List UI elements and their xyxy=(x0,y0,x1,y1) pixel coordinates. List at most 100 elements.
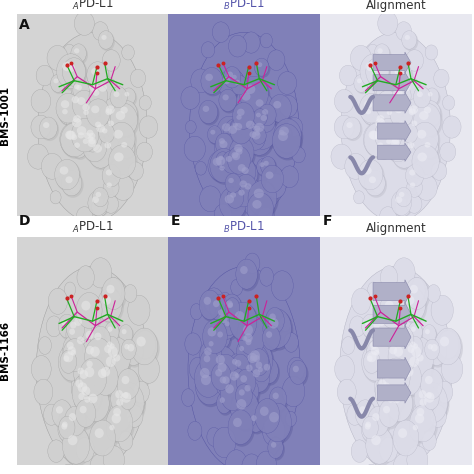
FancyArrow shape xyxy=(378,383,411,403)
Ellipse shape xyxy=(213,158,221,166)
Ellipse shape xyxy=(263,326,280,350)
Text: D: D xyxy=(19,213,30,228)
Ellipse shape xyxy=(397,77,421,107)
Ellipse shape xyxy=(82,104,90,111)
Ellipse shape xyxy=(247,353,257,363)
Ellipse shape xyxy=(394,68,402,75)
Ellipse shape xyxy=(222,295,244,324)
Ellipse shape xyxy=(393,326,414,355)
Ellipse shape xyxy=(95,121,101,128)
Ellipse shape xyxy=(220,292,230,307)
Ellipse shape xyxy=(239,346,244,351)
Ellipse shape xyxy=(212,22,229,43)
Ellipse shape xyxy=(127,405,143,428)
Ellipse shape xyxy=(88,63,110,91)
Ellipse shape xyxy=(395,118,421,150)
Ellipse shape xyxy=(340,266,452,471)
Ellipse shape xyxy=(121,142,127,147)
Ellipse shape xyxy=(410,405,436,442)
Ellipse shape xyxy=(246,127,267,152)
Ellipse shape xyxy=(233,104,256,131)
Ellipse shape xyxy=(231,279,243,295)
Ellipse shape xyxy=(218,363,227,372)
Ellipse shape xyxy=(389,346,397,355)
Ellipse shape xyxy=(71,350,76,356)
Ellipse shape xyxy=(106,170,112,175)
Ellipse shape xyxy=(408,338,425,361)
Ellipse shape xyxy=(219,138,225,144)
Ellipse shape xyxy=(109,145,136,178)
Ellipse shape xyxy=(215,304,231,327)
Ellipse shape xyxy=(256,451,276,474)
Ellipse shape xyxy=(252,127,266,145)
Ellipse shape xyxy=(273,124,301,158)
Ellipse shape xyxy=(118,138,137,160)
Ellipse shape xyxy=(242,32,260,53)
Ellipse shape xyxy=(431,344,438,352)
Ellipse shape xyxy=(364,123,392,157)
Ellipse shape xyxy=(69,328,75,335)
Ellipse shape xyxy=(367,340,392,374)
Ellipse shape xyxy=(84,387,111,424)
Ellipse shape xyxy=(392,138,419,170)
Ellipse shape xyxy=(235,184,253,207)
Ellipse shape xyxy=(113,354,120,362)
Ellipse shape xyxy=(260,33,273,48)
Ellipse shape xyxy=(61,100,69,108)
Ellipse shape xyxy=(109,343,115,349)
Ellipse shape xyxy=(85,132,103,154)
Ellipse shape xyxy=(213,300,219,307)
Ellipse shape xyxy=(66,110,94,144)
Ellipse shape xyxy=(205,73,213,81)
Ellipse shape xyxy=(346,122,353,128)
Ellipse shape xyxy=(365,124,393,159)
Ellipse shape xyxy=(410,340,427,361)
Ellipse shape xyxy=(226,175,243,195)
Ellipse shape xyxy=(57,55,87,91)
Ellipse shape xyxy=(367,44,378,57)
Ellipse shape xyxy=(81,128,101,153)
Ellipse shape xyxy=(407,336,423,359)
Ellipse shape xyxy=(394,106,403,113)
Ellipse shape xyxy=(380,292,405,328)
Ellipse shape xyxy=(269,94,292,122)
Ellipse shape xyxy=(419,384,449,425)
Ellipse shape xyxy=(88,137,113,168)
Ellipse shape xyxy=(410,285,418,293)
Ellipse shape xyxy=(216,306,233,329)
Ellipse shape xyxy=(111,88,129,109)
Ellipse shape xyxy=(128,344,135,352)
Ellipse shape xyxy=(72,118,82,127)
Ellipse shape xyxy=(182,389,195,407)
Ellipse shape xyxy=(56,54,85,89)
Ellipse shape xyxy=(133,381,149,403)
Ellipse shape xyxy=(77,266,94,289)
Ellipse shape xyxy=(78,383,87,392)
Ellipse shape xyxy=(239,181,247,188)
Ellipse shape xyxy=(362,314,379,338)
Ellipse shape xyxy=(89,84,108,108)
FancyArrow shape xyxy=(373,325,411,349)
Ellipse shape xyxy=(72,374,100,412)
Ellipse shape xyxy=(60,123,87,156)
Ellipse shape xyxy=(98,289,124,324)
Ellipse shape xyxy=(374,138,391,158)
Ellipse shape xyxy=(228,410,253,445)
Ellipse shape xyxy=(239,326,264,359)
Ellipse shape xyxy=(122,88,136,105)
Ellipse shape xyxy=(266,331,272,338)
Ellipse shape xyxy=(284,333,299,352)
Ellipse shape xyxy=(85,132,107,159)
Ellipse shape xyxy=(96,192,101,197)
Ellipse shape xyxy=(111,413,121,423)
Ellipse shape xyxy=(236,186,255,209)
Ellipse shape xyxy=(417,408,424,416)
Ellipse shape xyxy=(76,85,82,91)
Ellipse shape xyxy=(48,288,67,314)
Ellipse shape xyxy=(76,207,93,227)
Ellipse shape xyxy=(419,100,441,127)
Ellipse shape xyxy=(69,413,76,421)
Ellipse shape xyxy=(229,302,257,340)
Ellipse shape xyxy=(404,339,426,370)
Ellipse shape xyxy=(243,335,261,359)
